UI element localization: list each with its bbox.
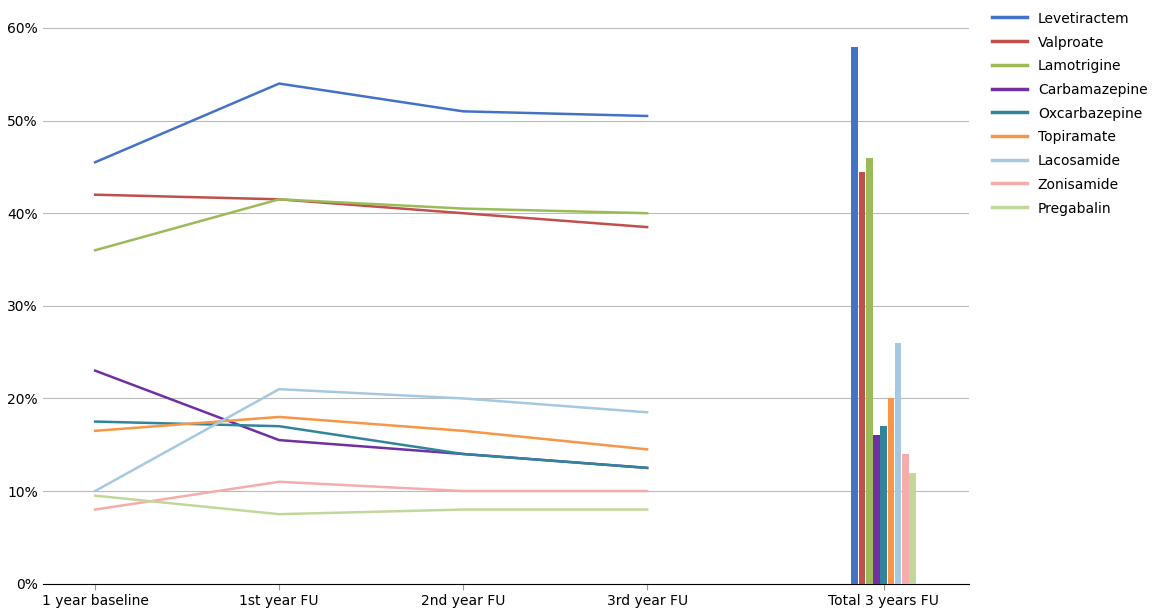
Legend: Levetiractem, Valproate, Lamotrigine, Carbamazepine, Oxcarbazepine, Topiramate, : Levetiractem, Valproate, Lamotrigine, Ca… xyxy=(985,5,1154,223)
Bar xyxy=(909,472,916,584)
Bar xyxy=(866,157,873,584)
Bar xyxy=(895,343,901,584)
Bar xyxy=(859,172,865,584)
Bar xyxy=(880,426,887,584)
Bar xyxy=(902,454,909,584)
Bar xyxy=(873,435,880,584)
Bar xyxy=(887,399,894,584)
Bar xyxy=(851,47,858,584)
